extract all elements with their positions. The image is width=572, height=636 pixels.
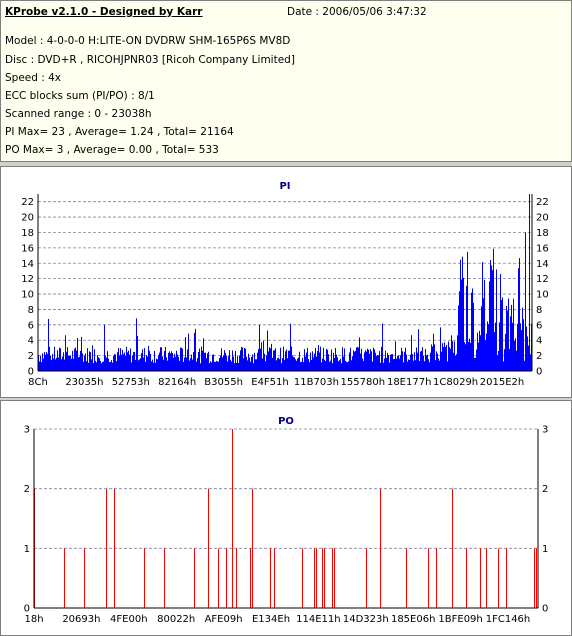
x-tick-label: 1BFE09h xyxy=(438,614,482,625)
scan-date: Date : 2006/05/06 3:47:32 xyxy=(287,6,427,18)
y-tick-label-left: 12 xyxy=(21,274,34,285)
y-tick-label-left: 2 xyxy=(24,484,30,495)
y-tick-label-left: 0 xyxy=(28,367,34,378)
y-tick-label-right: 8 xyxy=(536,305,542,316)
x-tick-label: 23035h xyxy=(65,377,103,388)
model-line: Model : 4-0-0-0 H:LITE-ON DVDRW SHM-165P… xyxy=(5,35,291,47)
x-tick-label: B3055h xyxy=(204,377,243,388)
x-tick-label: 18h xyxy=(24,614,43,625)
x-tick-label: 14D323h xyxy=(343,614,389,625)
y-tick-label-right: 6 xyxy=(536,320,542,331)
po-chart-panel: PO 0 0 1 1 2 2 3 3 18h 20693h 4FE00h 80022h AFE09h E13… xyxy=(0,400,572,636)
x-tick-label: 11B703h xyxy=(294,377,339,388)
chart-title: PO xyxy=(278,416,294,427)
po-chart: PO 0 0 1 1 2 2 3 3 18h 20693h 4FE00h 80022h AFE09h E13… xyxy=(24,416,549,625)
range-line: Scanned range : 0 - 23038h xyxy=(5,108,152,120)
pi-summary-line: PI Max= 23 , Average= 1.24 , Total= 2116… xyxy=(5,126,234,138)
info-panel: KProbe v2.1.0 - Designed by Karr Date : … xyxy=(0,0,572,162)
x-tick-label: 82164h xyxy=(158,377,196,388)
x-tick-label: 80022h xyxy=(157,614,195,625)
x-tick-label: 1C8029h xyxy=(433,377,478,388)
x-tick-label: 185E06h xyxy=(391,614,435,625)
x-tick-label: 114E11h xyxy=(296,614,340,625)
y-tick-label-left: 14 xyxy=(21,259,34,270)
ecc-line: ECC blocks sum (PI/PO) : 8/1 xyxy=(5,90,155,102)
x-tick-label: 8Ch xyxy=(28,377,48,388)
y-tick-label-right: 16 xyxy=(536,243,549,254)
x-tick-label: 20693h xyxy=(62,614,100,625)
y-tick-label-right: 18 xyxy=(536,228,549,239)
y-tick-label-left: 4 xyxy=(28,336,34,347)
y-tick-label-right: 4 xyxy=(536,336,542,347)
y-tick-label-left: 6 xyxy=(28,320,34,331)
x-tick-label: 52753h xyxy=(112,377,150,388)
y-tick-label-right: 10 xyxy=(536,290,549,301)
y-tick-label-left: 1 xyxy=(24,544,30,555)
speed-line: Speed : 4x xyxy=(5,72,62,84)
x-tick-label: 4FE00h xyxy=(110,614,148,625)
x-tick-label: 18E177h xyxy=(387,377,431,388)
app-title: KProbe v2.1.0 - Designed by Karr xyxy=(5,6,203,18)
data-series xyxy=(34,429,537,608)
y-tick-label-right: 3 xyxy=(542,425,548,436)
y-tick-label-left: 8 xyxy=(28,305,34,316)
y-tick-label-left: 22 xyxy=(21,197,34,208)
data-series xyxy=(38,194,532,371)
y-tick-label-right: 22 xyxy=(536,197,549,208)
y-tick-label-left: 0 xyxy=(24,604,30,615)
x-tick-label: 2015E2h xyxy=(480,377,524,388)
po-summary-line: PO Max= 3 , Average= 0.00 , Total= 533 xyxy=(5,144,219,156)
y-tick-label-right: 12 xyxy=(536,274,549,285)
y-tick-label-right: 0 xyxy=(536,367,542,378)
y-tick-label-right: 20 xyxy=(536,213,549,224)
chart-title: PI xyxy=(279,181,290,192)
y-tick-label-left: 16 xyxy=(21,243,34,254)
y-tick-label-right: 14 xyxy=(536,259,549,270)
pi-chart-panel: PI 0 0 2 2 4 4 6 6 8 8 10 10 12 12 14 14 16 16 18 18 20 20 22 22… xyxy=(0,166,572,398)
x-tick-label: 1FC146h xyxy=(486,614,531,625)
y-tick-label-left: 2 xyxy=(28,351,34,362)
y-tick-label-left: 10 xyxy=(21,290,34,301)
x-tick-label: E134Eh xyxy=(252,614,290,625)
y-tick-label-right: 0 xyxy=(542,604,548,615)
y-tick-label-right: 1 xyxy=(542,544,548,555)
y-tick-label-right: 2 xyxy=(536,351,542,362)
x-tick-label: E4F51h xyxy=(251,377,289,388)
y-tick-label-right: 2 xyxy=(542,484,548,495)
y-tick-label-left: 20 xyxy=(21,213,34,224)
disc-line: Disc : DVD+R , RICOHJPNR03 [Ricoh Compan… xyxy=(5,54,295,66)
x-tick-label: AFE09h xyxy=(205,614,243,625)
y-tick-label-left: 18 xyxy=(21,228,34,239)
y-tick-label-left: 3 xyxy=(24,425,30,436)
x-tick-label: 155780h xyxy=(341,377,386,388)
